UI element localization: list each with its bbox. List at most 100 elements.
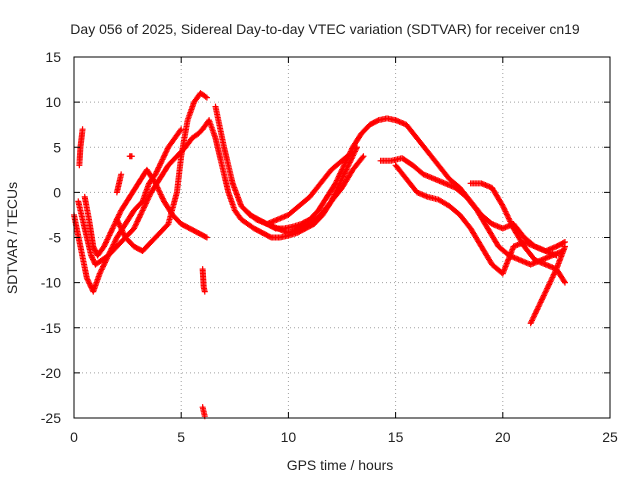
data-point	[109, 225, 116, 232]
data-point	[113, 216, 120, 223]
data-point	[162, 149, 169, 156]
data-point	[110, 241, 117, 248]
data-point	[336, 172, 343, 179]
data-point	[534, 306, 541, 313]
data-point	[335, 173, 342, 180]
data-point	[110, 222, 117, 229]
data-point	[156, 161, 163, 168]
data-point	[341, 160, 348, 167]
y-tick-label: -20	[41, 365, 61, 381]
data-point	[115, 212, 122, 219]
data-point	[159, 195, 166, 202]
data-point	[163, 148, 170, 155]
data-point	[138, 208, 145, 215]
data-point	[152, 171, 159, 178]
data-point	[155, 187, 162, 194]
series-track-15	[113, 171, 125, 196]
data-point	[153, 181, 160, 188]
data-point	[79, 126, 86, 133]
series-track-7	[242, 153, 367, 236]
data-point	[137, 211, 144, 218]
data-point	[111, 240, 118, 247]
data-point	[267, 233, 274, 240]
data-point	[161, 152, 168, 159]
data-point	[203, 94, 210, 101]
data-point	[86, 280, 93, 287]
data-point	[98, 267, 105, 274]
x-tick-label: 15	[388, 429, 404, 445]
data-point	[87, 281, 94, 288]
data-point	[203, 234, 210, 241]
data-point	[530, 314, 537, 321]
series-track-10	[377, 155, 566, 268]
data-point	[359, 154, 366, 161]
series-track-13	[527, 243, 568, 327]
data-point	[144, 196, 151, 203]
data-point	[114, 217, 121, 224]
data-point	[101, 260, 108, 267]
data-point	[155, 165, 162, 172]
data-point	[153, 169, 160, 176]
data-point	[202, 93, 209, 100]
data-point	[85, 277, 92, 284]
series-track-4	[113, 90, 210, 255]
data-point	[561, 279, 568, 286]
data-point	[538, 296, 545, 303]
data-point	[155, 185, 162, 192]
data-point	[104, 236, 111, 243]
data-point	[550, 273, 557, 280]
data-point	[84, 276, 91, 283]
data-point	[544, 284, 551, 291]
data-point	[536, 302, 543, 309]
data-point	[158, 159, 165, 166]
data-point	[338, 167, 345, 174]
data-point	[119, 228, 126, 235]
data-point	[202, 233, 209, 240]
data-point	[164, 146, 171, 153]
data-point	[160, 153, 167, 160]
data-point	[136, 214, 143, 221]
x-tick-label: 20	[495, 429, 511, 445]
data-point	[111, 221, 118, 228]
data-point	[128, 153, 135, 160]
y-tick-label: -5	[49, 230, 62, 246]
gridlines	[74, 57, 610, 418]
data-point	[154, 184, 161, 191]
data-point	[360, 153, 367, 160]
y-tick-label: 5	[53, 139, 61, 155]
y-axis-label: SDTVAR / TECUs	[4, 182, 20, 294]
data-point	[83, 275, 90, 282]
data-point	[119, 227, 126, 234]
data-point	[527, 320, 534, 327]
data-point	[560, 239, 567, 246]
data-point	[156, 188, 163, 195]
data-point	[340, 163, 347, 170]
data-point	[99, 265, 106, 272]
data-point	[115, 219, 122, 226]
series-track-18	[199, 404, 208, 420]
series-track-8	[263, 148, 356, 227]
data-point	[547, 278, 554, 285]
data-point	[139, 207, 146, 214]
y-tick-label: -25	[41, 410, 61, 426]
data-point	[131, 225, 138, 232]
data-point	[104, 235, 111, 242]
data-point	[140, 204, 147, 211]
data-point	[339, 165, 346, 172]
data-point	[535, 303, 542, 310]
data-point	[100, 263, 107, 270]
data-point	[102, 239, 109, 246]
data-point	[112, 237, 119, 244]
data-point	[98, 266, 105, 273]
data-point	[153, 183, 160, 190]
data-point	[134, 218, 141, 225]
data-point	[97, 269, 104, 276]
data-point	[101, 243, 108, 250]
x-tick-label: 0	[70, 429, 78, 445]
data-point	[157, 191, 164, 198]
data-point	[118, 226, 125, 233]
data-point	[155, 164, 162, 171]
data-point	[549, 274, 556, 281]
data-point	[548, 275, 555, 282]
data-point	[337, 170, 344, 177]
